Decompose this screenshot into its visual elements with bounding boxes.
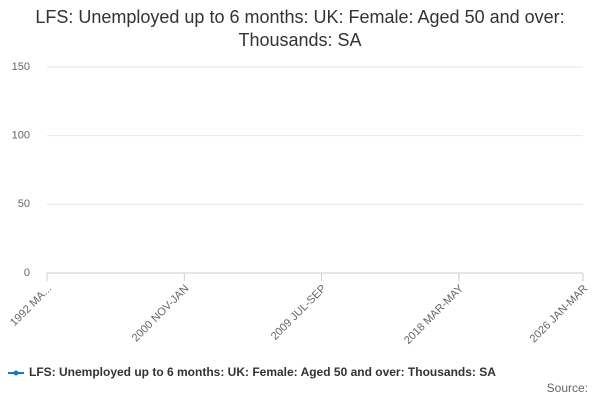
x-tick-label: 2009 JUL-SEP [269,283,329,343]
y-tick-label: 150 [12,61,30,73]
x-tick-label: 1992 MA... [8,283,54,329]
y-tick-label: 50 [18,198,30,210]
legend-text: LFS: Unemployed up to 6 months: UK: Fema… [29,365,496,379]
x-tick-label: 2000 NOV-JAN [130,283,192,345]
y-tick-label: 0 [24,267,30,279]
y-tick-label: 100 [12,130,30,142]
legend-dot [13,370,19,376]
source: Source: [547,381,588,395]
x-tick-label: 2018 MAR-MAY [402,282,467,347]
chart-title: LFS: Unemployed up to 6 months: UK: Fema… [35,7,565,50]
x-tick-label: 2026 JAN-MAR [528,283,591,346]
